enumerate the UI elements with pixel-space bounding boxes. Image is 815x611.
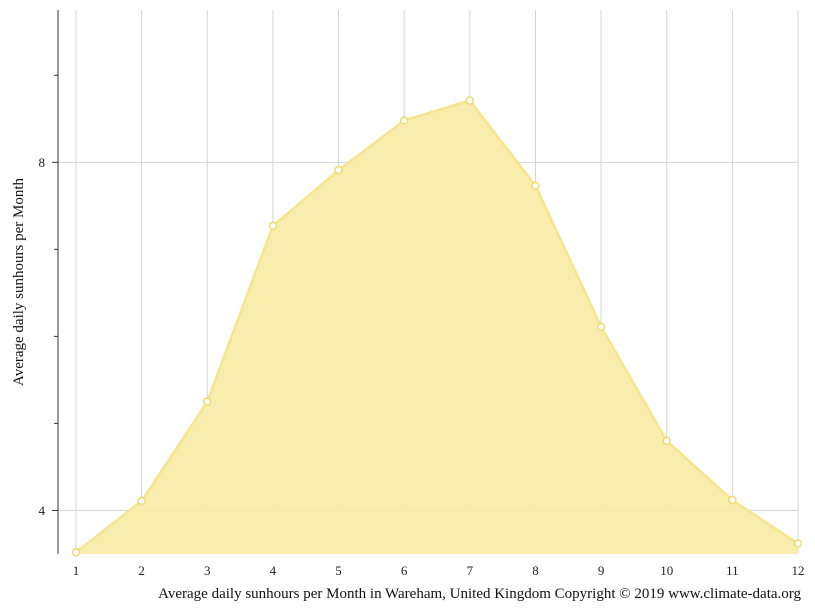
area-fill [76, 100, 798, 554]
x-tick-label: 3 [204, 563, 211, 578]
x-tick-label: 6 [401, 563, 408, 578]
x-tick-label: 10 [660, 563, 673, 578]
area-series [75, 99, 799, 554]
data-point [268, 221, 278, 231]
x-tick-label: 11 [726, 563, 739, 578]
data-point [465, 96, 475, 105]
data-point [399, 116, 409, 125]
x-tick-label: 8 [532, 563, 539, 578]
y-axis-title: Average daily sunhours per Month [11, 178, 27, 387]
x-axis-title: Average daily sunhours per Month in Ware… [158, 586, 801, 602]
y-tick-label: 4 [39, 503, 46, 518]
x-tick-label: 7 [467, 563, 474, 578]
y-axis [52, 10, 59, 554]
x-tick-labels: 1 2 3 4 5 6 7 8 9 10 11 12 [73, 563, 805, 578]
data-point [334, 165, 343, 175]
x-tick-label: 1 [73, 563, 80, 578]
data-point [531, 181, 540, 191]
data-point [71, 548, 81, 557]
data-point [137, 496, 146, 506]
x-tick-label: 4 [270, 563, 277, 578]
data-point [596, 322, 606, 332]
data-point [793, 539, 803, 548]
series-line [75, 99, 799, 554]
data-markers [71, 96, 803, 557]
data-point [203, 397, 212, 406]
x-tick-label: 12 [792, 563, 805, 578]
x-tick-label: 9 [598, 563, 605, 578]
x-tick-label: 2 [138, 563, 145, 578]
y-tick-labels: 48 [39, 155, 46, 518]
y-tick-label: 8 [39, 155, 46, 170]
x-tick-label: 5 [335, 563, 342, 578]
data-point [728, 495, 737, 505]
data-point [662, 436, 671, 446]
